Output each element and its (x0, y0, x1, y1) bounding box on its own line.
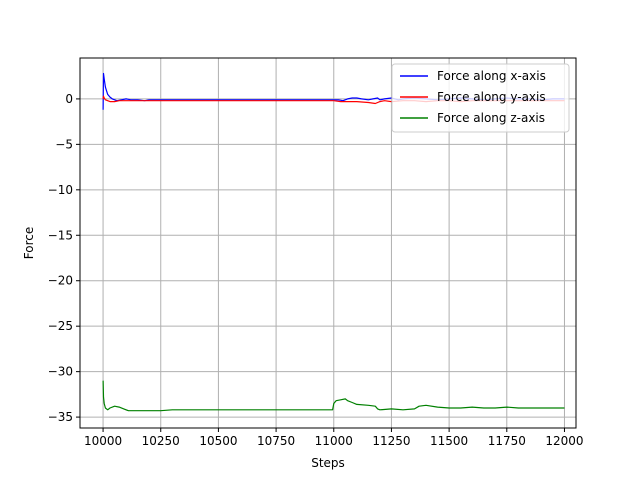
x-tick-label: 10250 (142, 434, 180, 448)
x-tick-label: 12000 (545, 434, 583, 448)
y-tick-label: −10 (48, 183, 73, 197)
legend-label-1: Force along y-axis (437, 90, 546, 104)
y-tick-label: −5 (55, 137, 73, 151)
y-axis-label: Force (22, 227, 36, 259)
legend-label-0: Force along x-axis (437, 69, 546, 83)
x-tick-label: 10500 (199, 434, 237, 448)
x-axis-ticks: 10000 10250 10500 10750 11000 11250 11500 11750… (84, 428, 584, 448)
legend-box (391, 63, 570, 133)
x-tick-label: 11750 (488, 434, 526, 448)
y-axis-ticks: 0 −5 −10 −15 −20 −25 −30 −35 (48, 92, 80, 424)
legend-label-2: Force along z-axis (437, 111, 545, 125)
y-tick-label: −20 (48, 274, 73, 288)
y-tick-label: −15 (48, 228, 73, 242)
y-tick-label: −30 (48, 365, 73, 379)
x-tick-label: 11000 (315, 434, 353, 448)
legend: Force along x-axis Force along y-axis Forc… (391, 63, 570, 133)
x-tick-label: 11500 (430, 434, 468, 448)
y-tick-label: 0 (65, 92, 73, 106)
x-tick-label: 10750 (257, 434, 295, 448)
x-axis-label: Steps (311, 456, 345, 470)
y-tick-label: −25 (48, 319, 73, 333)
series-line-2 (102, 380, 565, 412)
y-tick-label: −35 (48, 410, 73, 424)
x-tick-label: 10000 (84, 434, 122, 448)
plot-frame (79, 57, 577, 429)
x-tick-label: 11250 (372, 434, 410, 448)
